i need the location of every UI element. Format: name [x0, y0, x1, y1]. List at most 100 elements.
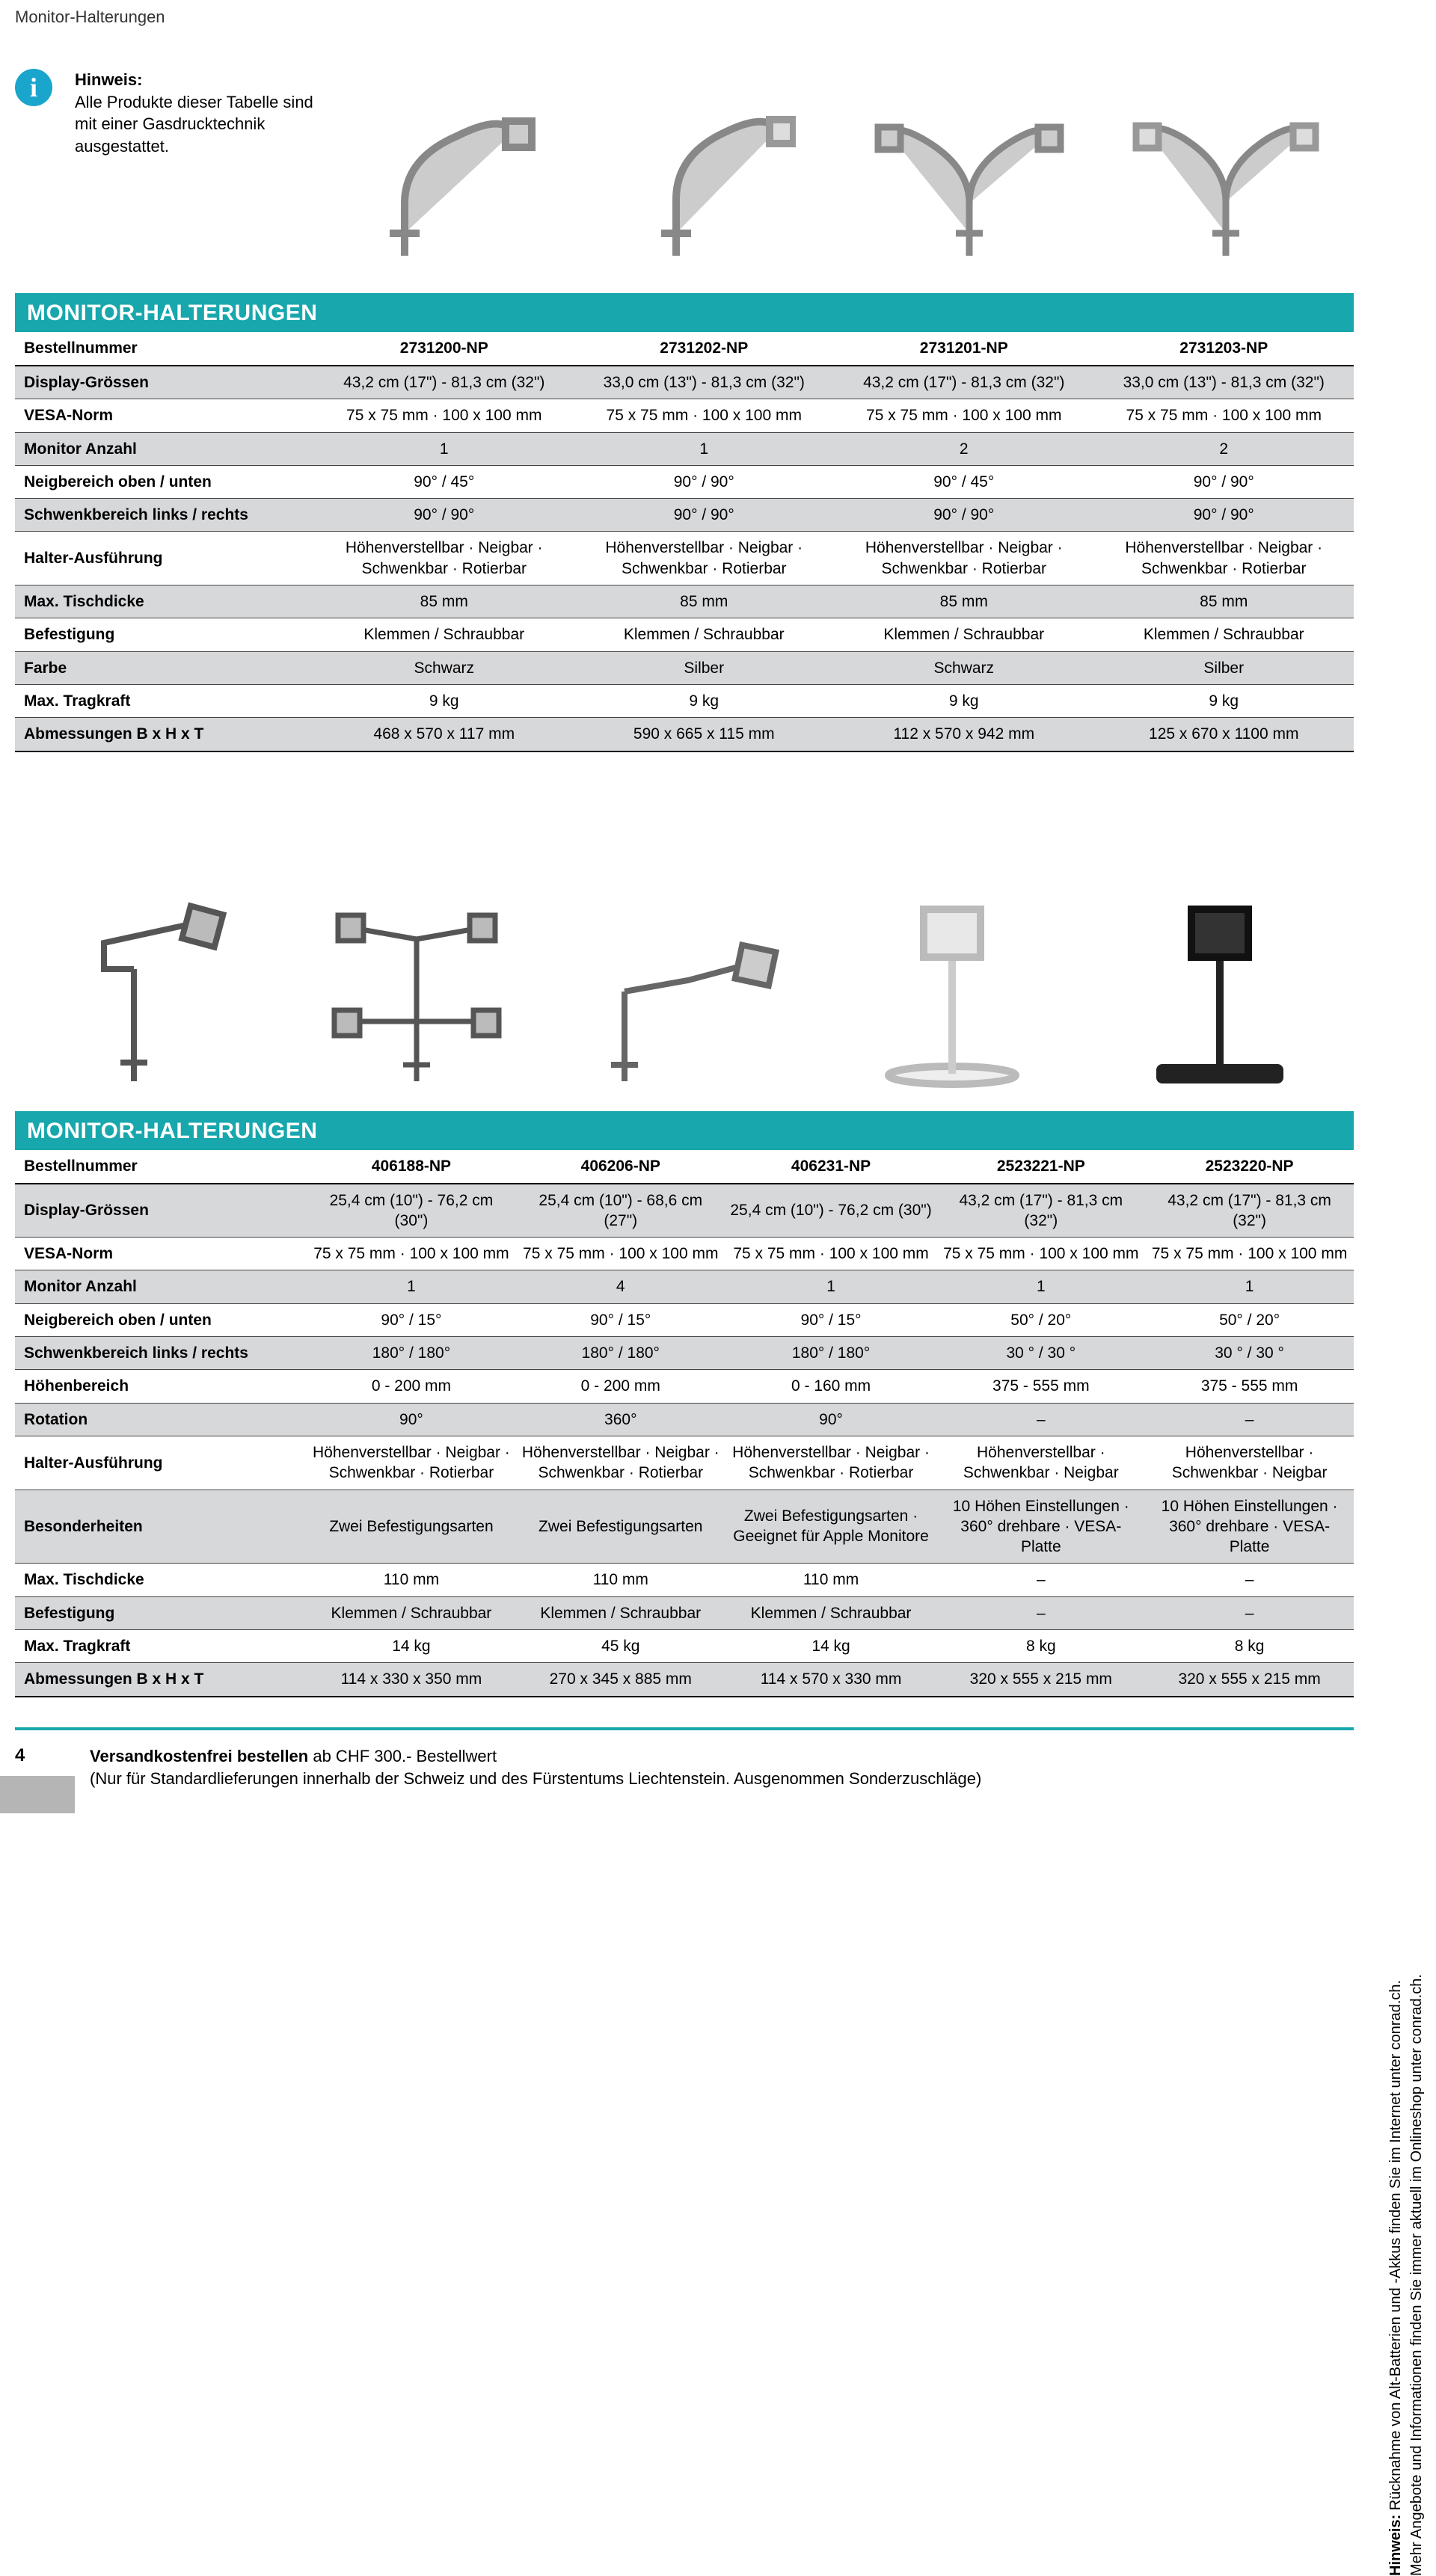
cell: Zwei Befestigungsarten: [307, 1490, 516, 1564]
table-row: Max. Tragkraft14 kg45 kg14 kg8 kg8 kg: [15, 1630, 1354, 1663]
row-label: Halter-Ausführung: [15, 532, 314, 585]
grey-tab: [0, 1776, 75, 1813]
cell: 112 x 570 x 942 mm: [834, 718, 1094, 751]
table-row: Max. Tischdicke85 mm85 mm85 mm85 mm: [15, 585, 1354, 618]
cell: 180° / 180°: [307, 1337, 516, 1370]
page-number: 4: [15, 1745, 90, 1766]
product-images-row-1: [329, 39, 1354, 271]
cell: 375 - 555 mm: [1145, 1370, 1354, 1403]
cell: 43,2 cm (17") - 81,3 cm (32"): [1145, 1184, 1354, 1238]
cell: Höhenverstellbar · Neigbar · Schwenkbar …: [307, 1436, 516, 1490]
footer-bold: Versandkostenfrei bestellen: [90, 1747, 308, 1765]
cell: 2: [834, 432, 1094, 465]
cell: –: [1145, 1564, 1354, 1596]
info-icon: i: [15, 69, 52, 106]
table-row: FarbeSchwarzSilberSchwarzSilber: [15, 651, 1354, 684]
cell: –: [1145, 1403, 1354, 1436]
table-row: Schwenkbereich links / rechts90° / 90°90…: [15, 499, 1354, 532]
table-row: Halter-AusführungHöhenverstellbar · Neig…: [15, 532, 1354, 585]
row-label: Neigbereich oben / unten: [15, 1303, 307, 1336]
cell: 9 kg: [1094, 684, 1354, 717]
cell: 125 x 670 x 1100 mm: [1094, 718, 1354, 751]
side-note: Hinweis: Rücknahme von Alt-Batterien und…: [1385, 1679, 1427, 2576]
cell: 0 - 200 mm: [516, 1370, 725, 1403]
row-label: Max. Tragkraft: [15, 684, 314, 717]
cell: 90° / 15°: [307, 1303, 516, 1336]
column-header: 2731201-NP: [834, 332, 1094, 366]
cell: 468 x 570 x 117 mm: [314, 718, 574, 751]
cell: 9 kg: [834, 684, 1094, 717]
row-label: Monitor Anzahl: [15, 432, 314, 465]
cell: –: [936, 1403, 1145, 1436]
cell: 33,0 cm (13") - 81,3 cm (32"): [574, 366, 835, 399]
info-title: Hinweis:: [75, 70, 142, 89]
cell: 1: [725, 1270, 937, 1303]
table-row: Display-Grössen43,2 cm (17") - 81,3 cm (…: [15, 366, 1354, 399]
cell: 110 mm: [516, 1564, 725, 1596]
cell: 0 - 200 mm: [307, 1370, 516, 1403]
cell: Höhenverstellbar · Neigbar · Schwenkbar …: [725, 1436, 937, 1490]
cell: 33,0 cm (13") - 81,3 cm (32"): [1094, 366, 1354, 399]
cell: 43,2 cm (17") - 81,3 cm (32"): [936, 1184, 1145, 1238]
footer-line2: (Nur für Standardlieferungen innerhalb d…: [90, 1769, 981, 1788]
page-footer: 4 Versandkostenfrei bestellen ab CHF 300…: [15, 1730, 1354, 1799]
cell: 25,4 cm (10") - 76,2 cm (30"): [725, 1184, 937, 1238]
cell: Höhenverstellbar · Neigbar · Schwenkbar …: [1094, 532, 1354, 585]
cell: 25,4 cm (10") - 76,2 cm (30"): [307, 1184, 516, 1238]
row-label: Schwenkbereich links / rechts: [15, 1337, 307, 1370]
cell: 360°: [516, 1403, 725, 1436]
row-label: Halter-Ausführung: [15, 1436, 307, 1490]
row-label: VESA-Norm: [15, 1238, 307, 1270]
cell: 75 x 75 mm · 100 x 100 mm: [307, 1238, 516, 1270]
table-row: Abmessungen B x H x T468 x 570 x 117 mm5…: [15, 718, 1354, 751]
cell: 43,2 cm (17") - 81,3 cm (32"): [314, 366, 574, 399]
column-header: 2731202-NP: [574, 332, 835, 366]
cell: 43,2 cm (17") - 81,3 cm (32"): [834, 366, 1094, 399]
cell: 9 kg: [314, 684, 574, 717]
row-label: Farbe: [15, 651, 314, 684]
row-label: Max. Tragkraft: [15, 1630, 307, 1663]
cell: 375 - 555 mm: [936, 1370, 1145, 1403]
cell: 90° / 90°: [314, 499, 574, 532]
cell: 1: [936, 1270, 1145, 1303]
cell: 85 mm: [314, 585, 574, 618]
row-label: Höhenbereich: [15, 1370, 307, 1403]
row-label: Befestigung: [15, 1596, 307, 1629]
cell: Zwei Befestigungsarten: [516, 1490, 725, 1564]
table-row: BesonderheitenZwei BefestigungsartenZwei…: [15, 1490, 1354, 1564]
section-title: MONITOR-HALTERUNGEN: [15, 293, 1354, 332]
cell: Klemmen / Schraubbar: [307, 1596, 516, 1629]
cell: Klemmen / Schraubbar: [516, 1596, 725, 1629]
cell: 4: [516, 1270, 725, 1303]
cell: 85 mm: [574, 585, 835, 618]
cell: –: [936, 1564, 1145, 1596]
product-image: [345, 61, 569, 271]
cell: Höhenverstellbar · Neigbar · Schwenkbar …: [834, 532, 1094, 585]
cell: Höhenverstellbar · Neigbar · Schwenkbar …: [314, 532, 574, 585]
cell: Klemmen / Schraubbar: [314, 618, 574, 651]
cell: 14 kg: [725, 1630, 937, 1663]
cell: 85 mm: [834, 585, 1094, 618]
cell: Klemmen / Schraubbar: [834, 618, 1094, 651]
cell: 180° / 180°: [725, 1337, 937, 1370]
cell: 1: [314, 432, 574, 465]
cell: 90° / 90°: [834, 499, 1094, 532]
spec-table-1: Bestellnummer2731200-NP2731202-NP2731201…: [15, 332, 1354, 752]
table-row: VESA-Norm75 x 75 mm · 100 x 100 mm75 x 7…: [15, 399, 1354, 432]
column-header: 406231-NP: [725, 1150, 937, 1184]
column-header: 2523220-NP: [1145, 1150, 1354, 1184]
cell: 85 mm: [1094, 585, 1354, 618]
table-row: Neigbereich oben / unten90° / 15°90° / 1…: [15, 1303, 1354, 1336]
side-line2: Mehr Angebote und Informationen finden S…: [1408, 1974, 1425, 2576]
header-label: Bestellnummer: [15, 1150, 307, 1184]
cell: 8 kg: [1145, 1630, 1354, 1663]
row-label: Display-Grössen: [15, 1184, 307, 1238]
cell: 114 x 330 x 350 mm: [307, 1663, 516, 1697]
cell: 75 x 75 mm · 100 x 100 mm: [314, 399, 574, 432]
cell: 75 x 75 mm · 100 x 100 mm: [834, 399, 1094, 432]
product-image: [601, 61, 826, 271]
cell: Schwarz: [314, 651, 574, 684]
table-row: Abmessungen B x H x T114 x 330 x 350 mm2…: [15, 1663, 1354, 1697]
cell: Silber: [574, 651, 835, 684]
cell: 1: [1145, 1270, 1354, 1303]
